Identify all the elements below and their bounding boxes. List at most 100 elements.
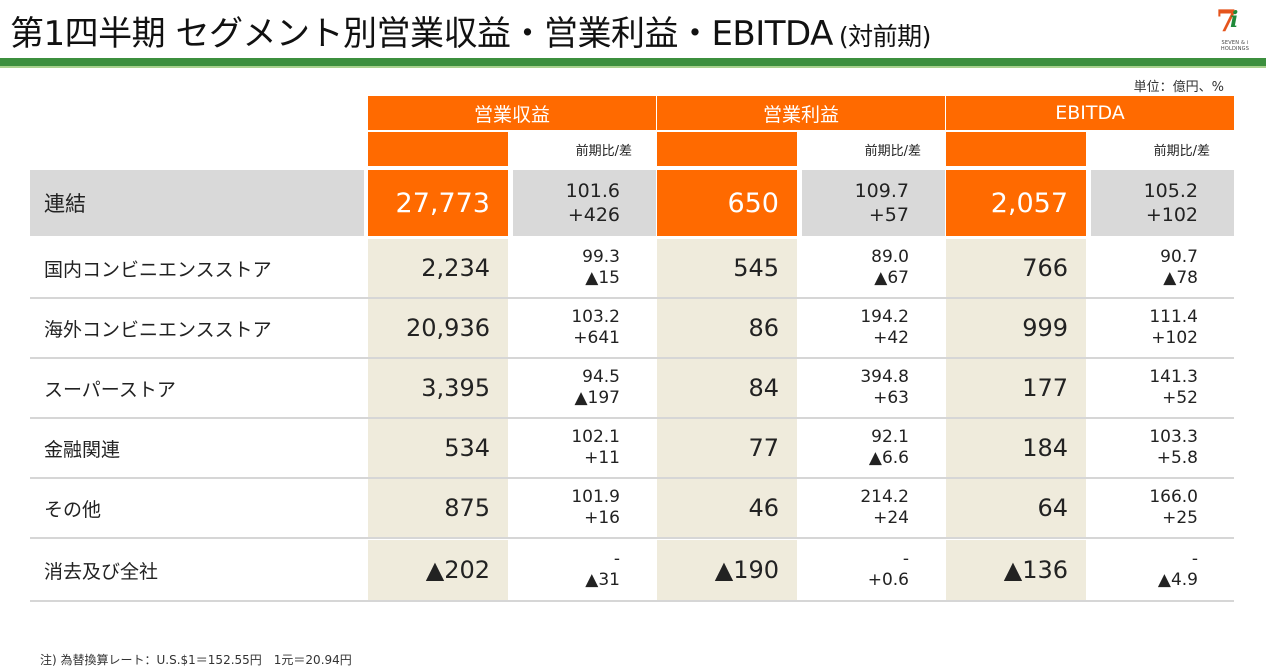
value-cell: 2,057: [946, 170, 1086, 236]
logo-mark: 7: [1216, 4, 1237, 39]
ratio-value: -: [613, 549, 620, 569]
ratio-value: 103.2: [571, 307, 620, 327]
value-cell: 177: [946, 359, 1086, 417]
comparison-cell: 194.2 +42: [802, 299, 945, 357]
row-label-domestic-cvs: 国内コンビニエンスストア: [44, 258, 272, 281]
ratio-value: 103.3: [1149, 427, 1198, 447]
value-cell: 184: [946, 419, 1086, 477]
comparison-cell: 102.1 +11: [513, 419, 656, 477]
subheader-ratio-1: 前期比/差: [802, 132, 945, 166]
comparison-cell: - ▲4.9: [1091, 540, 1234, 600]
logo-text: SEVEN & i HOLDINGS: [1220, 40, 1250, 52]
row-separator: [30, 297, 1234, 299]
value-cell: 545: [657, 239, 797, 297]
row-label-eliminations: 消去及び全社: [44, 560, 159, 583]
value-cell: 766: [946, 239, 1086, 297]
diff-value: ▲197: [574, 388, 620, 408]
diff-value: +25: [1162, 508, 1198, 528]
diff-value: +5.8: [1156, 448, 1198, 468]
diff-value: +52: [1162, 388, 1198, 408]
diff-value: ▲6.6: [868, 448, 909, 468]
comparison-cell: 105.2 +102: [1091, 170, 1234, 236]
ratio-value: 99.3: [582, 247, 620, 267]
value-cell: 534: [368, 419, 508, 477]
diff-value: ▲15: [585, 268, 620, 288]
comparison-cell: 89.0 ▲67: [802, 239, 945, 297]
diff-value: ▲4.9: [1157, 570, 1198, 590]
ratio-value: 92.1: [871, 427, 909, 447]
row-separator: [30, 600, 1234, 602]
comparison-cell: 103.2 +641: [513, 299, 656, 357]
ratio-value: 94.5: [582, 367, 620, 387]
subheader-ratio-2: 前期比/差: [1091, 132, 1234, 166]
header-divider: [0, 58, 1266, 66]
row-label-other: その他: [44, 498, 102, 521]
ratio-value: 194.2: [860, 307, 909, 327]
row-separator: [30, 357, 1234, 359]
ratio-value: 101.6: [565, 180, 620, 202]
comparison-cell: 214.2 +24: [802, 479, 945, 537]
comparison-cell: 101.6 +426: [513, 170, 656, 236]
diff-value: +102: [1145, 204, 1198, 226]
value-cell: ▲190: [657, 540, 797, 600]
ratio-value: -: [1191, 549, 1198, 569]
group-header-fill-1: [657, 132, 797, 166]
title-main: 第1四半期 セグメント別営業収益・営業利益・EBITDA: [10, 14, 833, 54]
value-cell: 3,395: [368, 359, 508, 417]
comparison-cell: - ▲31: [513, 540, 656, 600]
value-cell: 77: [657, 419, 797, 477]
logo-mark2: i: [1230, 7, 1239, 33]
value-cell: ▲136: [946, 540, 1086, 600]
value-cell: 86: [657, 299, 797, 357]
row-label-superstore: スーパーストア: [44, 378, 176, 401]
group-header-0: 営業収益: [368, 96, 656, 130]
diff-value: ▲31: [585, 570, 620, 590]
unit-label: 単位：億円、%: [1133, 80, 1224, 95]
comparison-cell: 101.9 +16: [513, 479, 656, 537]
value-cell: 20,936: [368, 299, 508, 357]
value-cell: 27,773: [368, 170, 508, 236]
value-cell: 46: [657, 479, 797, 537]
group-header-fill-0: [368, 132, 508, 166]
group-header-1: 営業利益: [657, 96, 945, 130]
comparison-cell: 394.8 +63: [802, 359, 945, 417]
value-cell: ▲202: [368, 540, 508, 600]
ratio-value: 214.2: [860, 487, 909, 507]
value-cell: 64: [946, 479, 1086, 537]
value-cell: 84: [657, 359, 797, 417]
ratio-value: -: [902, 549, 909, 569]
diff-value: +24: [873, 508, 909, 528]
ratio-value: 105.2: [1143, 180, 1198, 202]
footnote: 注) 為替換算レート：U.S.$1＝152.55円 1元＝20.94円: [40, 653, 352, 667]
row-separator: [30, 417, 1234, 419]
comparison-cell: 166.0 +25: [1091, 479, 1234, 537]
diff-value: +57: [868, 204, 909, 226]
value-cell: 999: [946, 299, 1086, 357]
diff-value: +11: [584, 448, 620, 468]
comparison-cell: 103.3 +5.8: [1091, 419, 1234, 477]
comparison-cell: - +0.6: [802, 540, 945, 600]
row-separator: [30, 537, 1234, 539]
diff-value: +42: [873, 328, 909, 348]
subheader-ratio-0: 前期比/差: [513, 132, 656, 166]
diff-value: +0.6: [867, 570, 909, 590]
ratio-value: 111.4: [1149, 307, 1198, 327]
ratio-value: 101.9: [571, 487, 620, 507]
comparison-cell: 111.4 +102: [1091, 299, 1234, 357]
header-divider-light: [0, 66, 1266, 68]
row-label-financial: 金融関連: [44, 438, 121, 461]
ratio-value: 90.7: [1160, 247, 1198, 267]
title-sub: (対前期): [838, 22, 932, 51]
comparison-cell: 90.7 ▲78: [1091, 239, 1234, 297]
diff-value: +102: [1151, 328, 1198, 348]
comparison-cell: 141.3 +52: [1091, 359, 1234, 417]
diff-value: ▲78: [1163, 268, 1198, 288]
value-cell: 650: [657, 170, 797, 236]
diff-value: +63: [873, 388, 909, 408]
comparison-cell: 94.5 ▲197: [513, 359, 656, 417]
row-label-overseas-cvs: 海外コンビニエンスストア: [44, 318, 272, 341]
diff-value: +16: [584, 508, 620, 528]
row-label-consolidated: 連結: [30, 170, 364, 236]
page-title: 第1四半期 セグメント別営業収益・営業利益・EBITDA (対前期): [10, 6, 931, 55]
diff-value: ▲67: [874, 268, 909, 288]
